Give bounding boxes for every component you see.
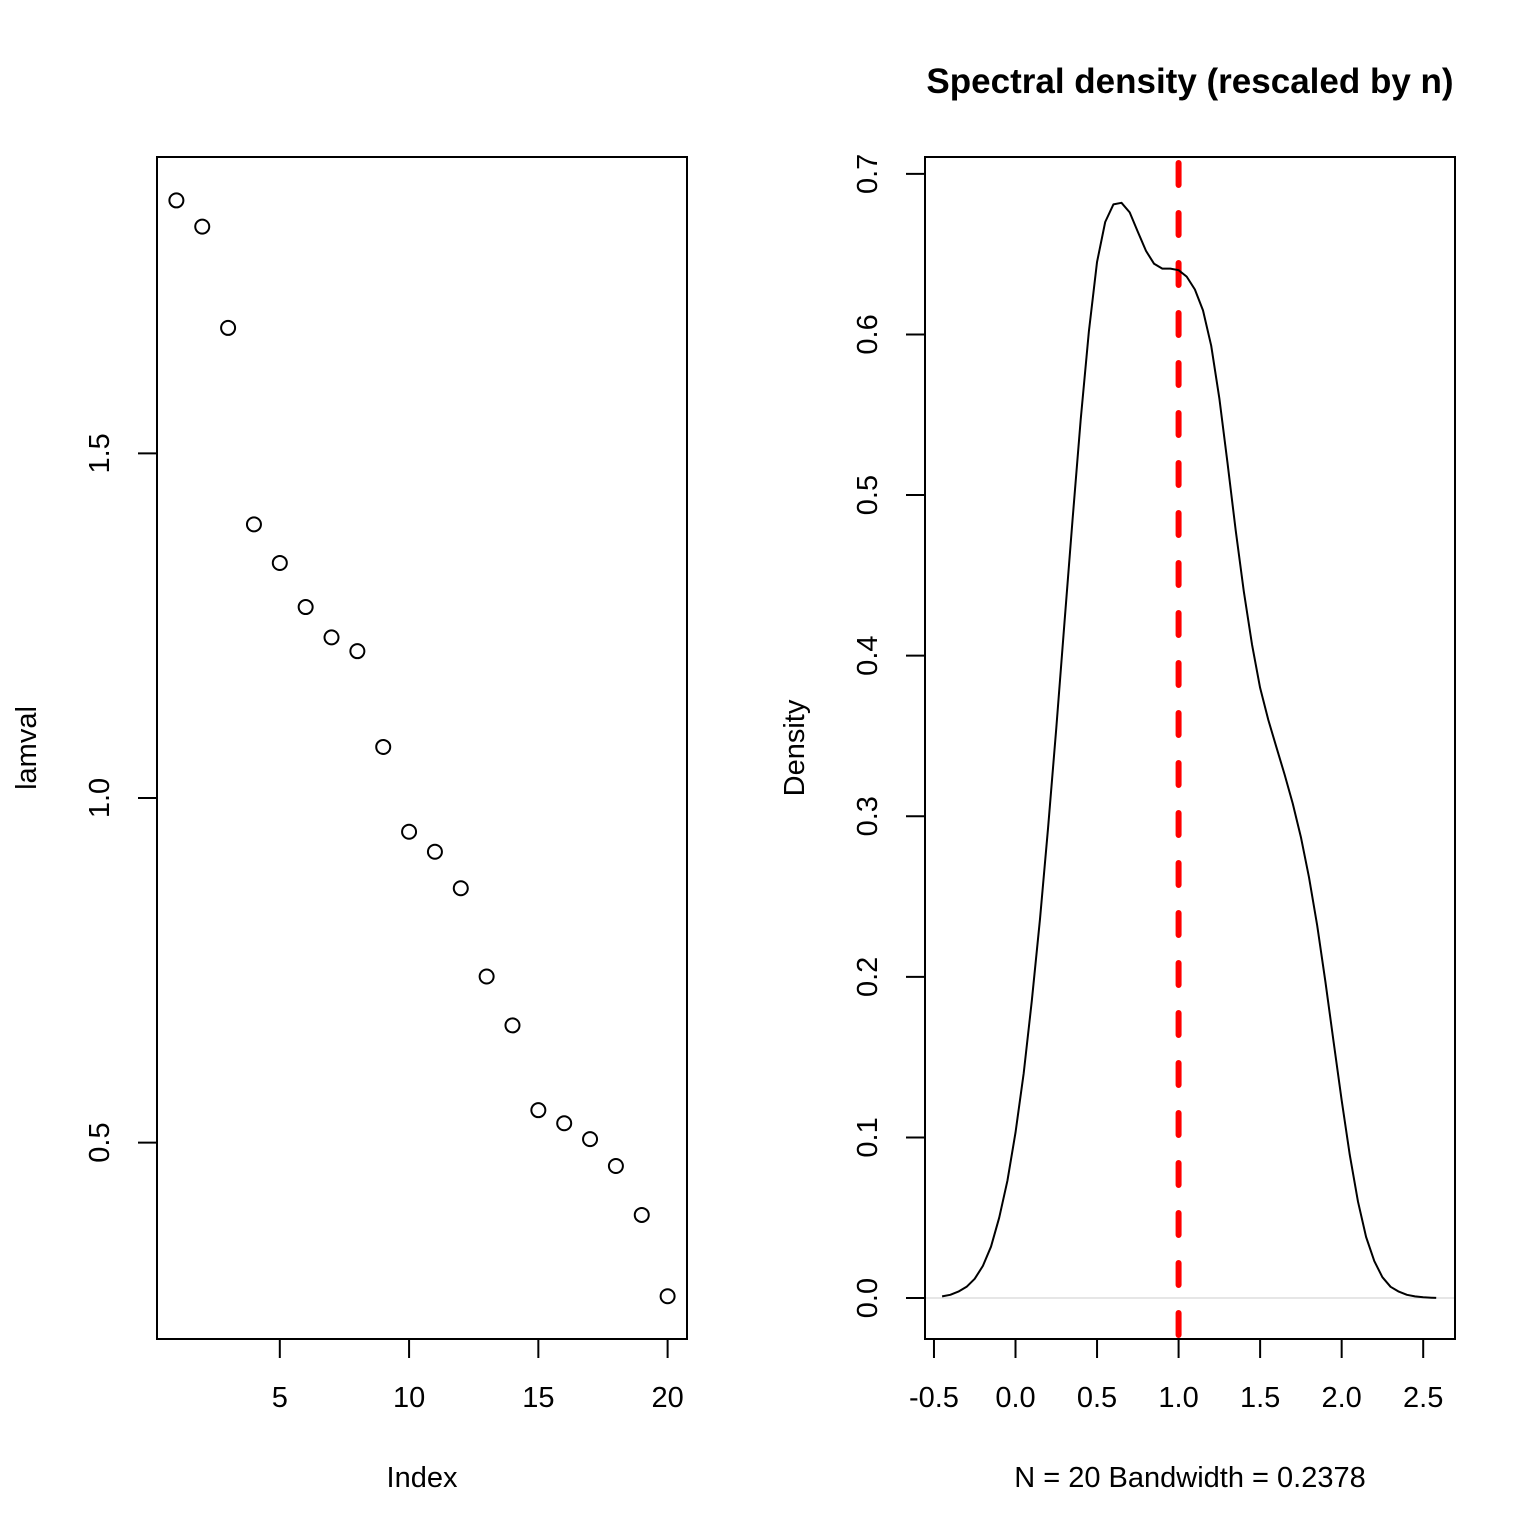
right-y-tick-label: 0.0 — [852, 1278, 884, 1318]
left-points — [168, 192, 676, 1305]
data-point — [659, 1288, 676, 1305]
right-y-tick-label: 0.4 — [852, 635, 884, 675]
right-y-tick-label: 0.7 — [852, 154, 884, 194]
left-y-tick-label: 0.5 — [84, 1122, 116, 1162]
left-x-tick-label: 20 — [651, 1382, 683, 1414]
right-x-tick-label: 2.5 — [1403, 1382, 1443, 1414]
right-plot-frame — [924, 156, 1456, 1340]
left-y-tick-label: 1.0 — [84, 778, 116, 818]
data-point — [220, 319, 237, 336]
right-y-tick-label: 0.6 — [852, 314, 884, 354]
right-x-tick-label: 0.5 — [1077, 1382, 1117, 1414]
left-y-axis: 0.5 1.0 1.5 — [84, 433, 157, 1163]
right-y-tick-label: 0.1 — [852, 1117, 884, 1157]
right-y-axis-label: Density — [779, 699, 811, 796]
data-point — [401, 823, 418, 840]
right-x-tick-label: 2.0 — [1321, 1382, 1361, 1414]
right-x-tick-label: 1.5 — [1240, 1382, 1280, 1414]
left-x-tick-label: 10 — [393, 1382, 425, 1414]
data-point — [582, 1131, 599, 1148]
data-point — [478, 968, 495, 985]
right-y-tick-label: 0.5 — [852, 475, 884, 515]
data-point — [271, 554, 288, 571]
data-point — [530, 1102, 547, 1119]
data-point — [504, 1017, 521, 1034]
data-point — [426, 843, 443, 860]
left-y-tick-label: 1.5 — [84, 433, 116, 473]
left-x-axis: 5 10 15 20 — [272, 1338, 684, 1414]
left-x-tick-label: 15 — [522, 1382, 554, 1414]
left-y-axis-label: lamval — [11, 706, 43, 790]
data-point — [633, 1206, 650, 1223]
right-reference-lines — [925, 160, 1455, 1342]
right-x-tick-label: 1.0 — [1158, 1382, 1198, 1414]
left-plot-frame — [156, 156, 688, 1340]
right-density-series — [941, 201, 1437, 1299]
right-x-tick-label: -0.5 — [909, 1382, 959, 1414]
left-panel-scatter: 5 10 15 20 0.5 1.0 1.5 Index lamval — [11, 156, 688, 1494]
data-point — [168, 192, 185, 209]
right-x-axis-label: N = 20 Bandwidth = 0.2378 — [1014, 1462, 1365, 1494]
right-y-tick-label: 0.2 — [852, 957, 884, 997]
right-y-axis: 0.0 0.1 0.2 0.3 0.4 0.5 0.6 0.7 — [852, 154, 926, 1318]
right-panel-density: Spectral density (rescaled by n) -0.5 0.0… — [779, 62, 1456, 1494]
right-x-axis: -0.5 0.0 0.5 1.0 1.5 2.0 2.5 — [909, 1338, 1443, 1414]
right-chart-title: Spectral density (rescaled by n) — [926, 62, 1453, 101]
left-x-tick-label: 5 — [272, 1382, 288, 1414]
data-point — [607, 1158, 624, 1175]
data-point — [452, 880, 469, 897]
data-point — [194, 218, 211, 235]
data-point — [297, 599, 314, 616]
data-point — [375, 738, 392, 755]
data-point — [556, 1115, 573, 1132]
data-point — [323, 629, 340, 646]
data-point — [245, 516, 262, 533]
density-curve — [941, 201, 1437, 1299]
right-x-tick-label: 0.0 — [995, 1382, 1035, 1414]
data-point — [349, 643, 366, 660]
left-x-axis-label: Index — [387, 1462, 458, 1494]
right-y-tick-label: 0.3 — [852, 796, 884, 836]
